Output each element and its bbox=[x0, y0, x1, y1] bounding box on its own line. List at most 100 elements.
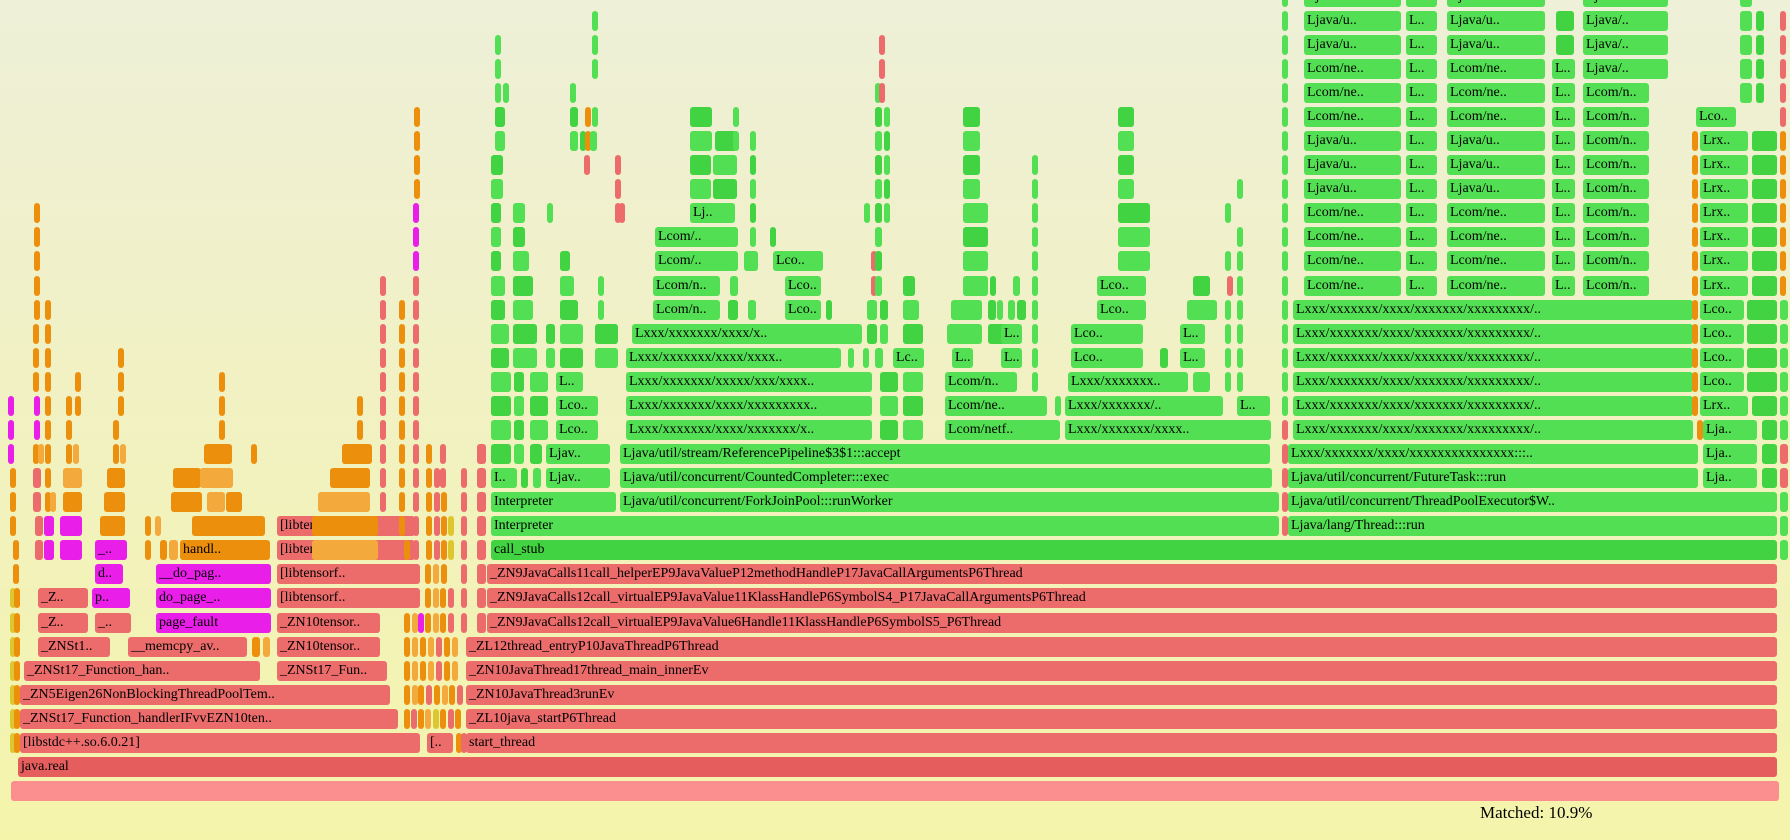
flame-frame-zn10javathread17thread-main-innerev[interactable]: _ZN10JavaThread17thread_main_innerEv bbox=[466, 660, 1777, 681]
flame-frame-ljava-util-concurrent-forkjoinpool-runworker[interactable]: Ljava/util/concurrent/ForkJoinPool:::run… bbox=[620, 492, 1279, 513]
flame-frame[interactable] bbox=[404, 540, 410, 561]
flame-frame[interactable] bbox=[1556, 34, 1574, 55]
flame-frame[interactable] bbox=[34, 251, 40, 272]
flame-frame[interactable] bbox=[399, 347, 405, 368]
flame-frame[interactable] bbox=[875, 82, 881, 103]
flame-frame[interactable] bbox=[1780, 10, 1786, 31]
flame-frame[interactable] bbox=[318, 492, 370, 513]
flame-frame[interactable] bbox=[461, 540, 467, 561]
flame-frame[interactable] bbox=[113, 419, 119, 440]
flame-frame[interactable] bbox=[1692, 371, 1698, 392]
flame-frame-l[interactable]: L.. bbox=[1552, 82, 1575, 103]
flame-frame[interactable] bbox=[1780, 492, 1788, 513]
flame-frame[interactable] bbox=[491, 444, 511, 465]
flame-frame[interactable] bbox=[399, 516, 405, 537]
flame-frame[interactable] bbox=[1237, 251, 1243, 272]
flame-frame[interactable] bbox=[399, 468, 405, 489]
flame-frame[interactable] bbox=[14, 660, 20, 681]
flame-frame[interactable] bbox=[420, 660, 426, 681]
flame-frame-ljava-u[interactable]: Ljava/u.. bbox=[1447, 155, 1545, 176]
flame-frame[interactable] bbox=[461, 492, 467, 513]
flame-frame[interactable] bbox=[495, 107, 505, 128]
flame-frame[interactable] bbox=[690, 131, 712, 152]
flame-frame-lrx[interactable]: Lrx.. bbox=[1700, 131, 1748, 152]
flame-frame[interactable] bbox=[433, 588, 439, 609]
flame-frame[interactable] bbox=[530, 371, 548, 392]
flame-frame[interactable] bbox=[1780, 227, 1786, 248]
flame-frame[interactable] bbox=[169, 540, 178, 561]
flame-frame[interactable] bbox=[173, 468, 201, 489]
flame-frame[interactable] bbox=[1282, 516, 1288, 537]
flame-frame[interactable] bbox=[867, 323, 877, 344]
flame-frame-znst17-function-han[interactable]: _ZNSt17_Function_han.. bbox=[24, 660, 260, 681]
flame-frame-lxxx-xxxxxxx-xxxxx-xxx-xxxx[interactable]: Lxxx/xxxxxxx/xxxxx/xxx/xxxx.. bbox=[626, 371, 872, 392]
flame-frame-z[interactable]: _Z.. bbox=[38, 588, 88, 609]
flame-frame[interactable] bbox=[1747, 347, 1777, 368]
flame-frame[interactable] bbox=[1556, 10, 1574, 31]
flame-frame[interactable] bbox=[448, 708, 454, 729]
flame-frame[interactable] bbox=[399, 371, 405, 392]
flame-frame-lco[interactable]: Lco.. bbox=[1097, 299, 1146, 320]
flame-frame-lxxx-xxxxxxx-xxxx[interactable]: Lxxx/xxxxxxx/xxxx.. bbox=[1065, 419, 1271, 440]
flame-frame[interactable] bbox=[14, 732, 20, 753]
flame-frame[interactable] bbox=[452, 636, 458, 657]
flame-frame[interactable] bbox=[414, 155, 420, 176]
flame-frame-l[interactable]: L.. bbox=[1406, 155, 1437, 176]
flame-frame[interactable] bbox=[1692, 347, 1698, 368]
flame-frame[interactable] bbox=[947, 323, 982, 344]
flame-frame-l[interactable]: L.. bbox=[1406, 179, 1437, 200]
flame-frame[interactable] bbox=[880, 371, 898, 392]
flame-frame[interactable] bbox=[35, 516, 43, 537]
flame-frame[interactable] bbox=[1032, 203, 1038, 224]
flame-frame[interactable] bbox=[461, 732, 467, 753]
flame-frame[interactable] bbox=[1740, 34, 1752, 55]
flame-frame[interactable] bbox=[560, 299, 578, 320]
flame-frame[interactable] bbox=[425, 588, 431, 609]
flame-frame[interactable] bbox=[1225, 251, 1231, 272]
flame-frame[interactable] bbox=[513, 323, 537, 344]
flame-frame-lcom-n[interactable]: Lcom/n.. bbox=[653, 299, 720, 320]
flame-frame-lxxx-xxxxxxx-xxxx-xxxxxxxxxxxxxxx[interactable]: Lxxx/xxxxxxx/xxxx/xxxxxxxxxxxxxxx:::.. bbox=[1288, 444, 1698, 465]
flame-frame[interactable] bbox=[75, 371, 81, 392]
flame-frame-lxxx-xxxxxxx-xxxx-xxxxxxx-xxxxxxxxx[interactable]: Lxxx/xxxxxxx/xxxx/xxxxxxx/xxxxxxxxx/.. bbox=[1293, 323, 1693, 344]
flame-frame[interactable] bbox=[426, 684, 432, 705]
flame-frame[interactable] bbox=[875, 251, 882, 272]
flame-frame-ljava-u[interactable]: Ljava/u.. bbox=[1304, 179, 1401, 200]
flame-frame[interactable] bbox=[456, 732, 462, 753]
flame-frame-ljava-util-concurrent-threadpoolexecutor-w[interactable]: Ljava/util/concurrent/ThreadPoolExecutor… bbox=[1288, 492, 1777, 513]
flame-frame-lco[interactable]: Lco.. bbox=[1071, 323, 1143, 344]
flame-frame-lco[interactable]: Lco.. bbox=[1696, 107, 1736, 128]
flame-frame[interactable] bbox=[342, 444, 372, 465]
flame-frame[interactable] bbox=[330, 468, 370, 489]
flame-frame[interactable] bbox=[426, 444, 432, 465]
flame-frame[interactable] bbox=[10, 612, 16, 633]
flame-frame[interactable] bbox=[477, 564, 486, 585]
flame-frame-zn5eigen26nonblockingthreadpooltem[interactable]: _ZN5Eigen26NonBlockingThreadPoolTem.. bbox=[20, 684, 390, 705]
flame-frame[interactable] bbox=[875, 227, 882, 248]
flame-frame-lco[interactable]: Lco.. bbox=[1700, 371, 1744, 392]
flame-frame[interactable] bbox=[118, 347, 124, 368]
flame-frame[interactable] bbox=[38, 444, 44, 465]
flame-frame[interactable] bbox=[357, 419, 363, 440]
flame-frame[interactable] bbox=[477, 516, 486, 537]
flame-frame-ljava-util-stream-referencepipeline-3-1-accept[interactable]: Ljava/util/stream/ReferencePipeline$3$1:… bbox=[620, 444, 1270, 465]
flame-frame[interactable] bbox=[413, 347, 419, 368]
flame-frame-lco[interactable]: Lco.. bbox=[1097, 275, 1146, 296]
flame-frame-lc[interactable]: Lc.. bbox=[893, 347, 924, 368]
flame-frame[interactable] bbox=[560, 347, 583, 368]
flame-frame[interactable] bbox=[357, 395, 363, 416]
flame-frame[interactable] bbox=[45, 468, 51, 489]
flame-frame[interactable] bbox=[412, 660, 418, 681]
flame-frame-lco[interactable]: Lco.. bbox=[773, 251, 823, 272]
flame-frame[interactable] bbox=[399, 444, 405, 465]
flame-frame-lrx[interactable]: Lrx.. bbox=[1700, 227, 1748, 248]
flame-frame[interactable] bbox=[513, 227, 525, 248]
flame-frame[interactable] bbox=[45, 492, 51, 513]
flame-frame[interactable] bbox=[533, 468, 541, 489]
flame-frame[interactable] bbox=[66, 444, 72, 465]
flame-frame[interactable] bbox=[1780, 419, 1788, 440]
flame-frame-lrx[interactable]: Lrx.. bbox=[1700, 395, 1748, 416]
flame-frame[interactable] bbox=[491, 203, 501, 224]
flame-frame[interactable] bbox=[1032, 323, 1038, 344]
flame-frame-l[interactable]: L.. bbox=[1406, 131, 1437, 152]
